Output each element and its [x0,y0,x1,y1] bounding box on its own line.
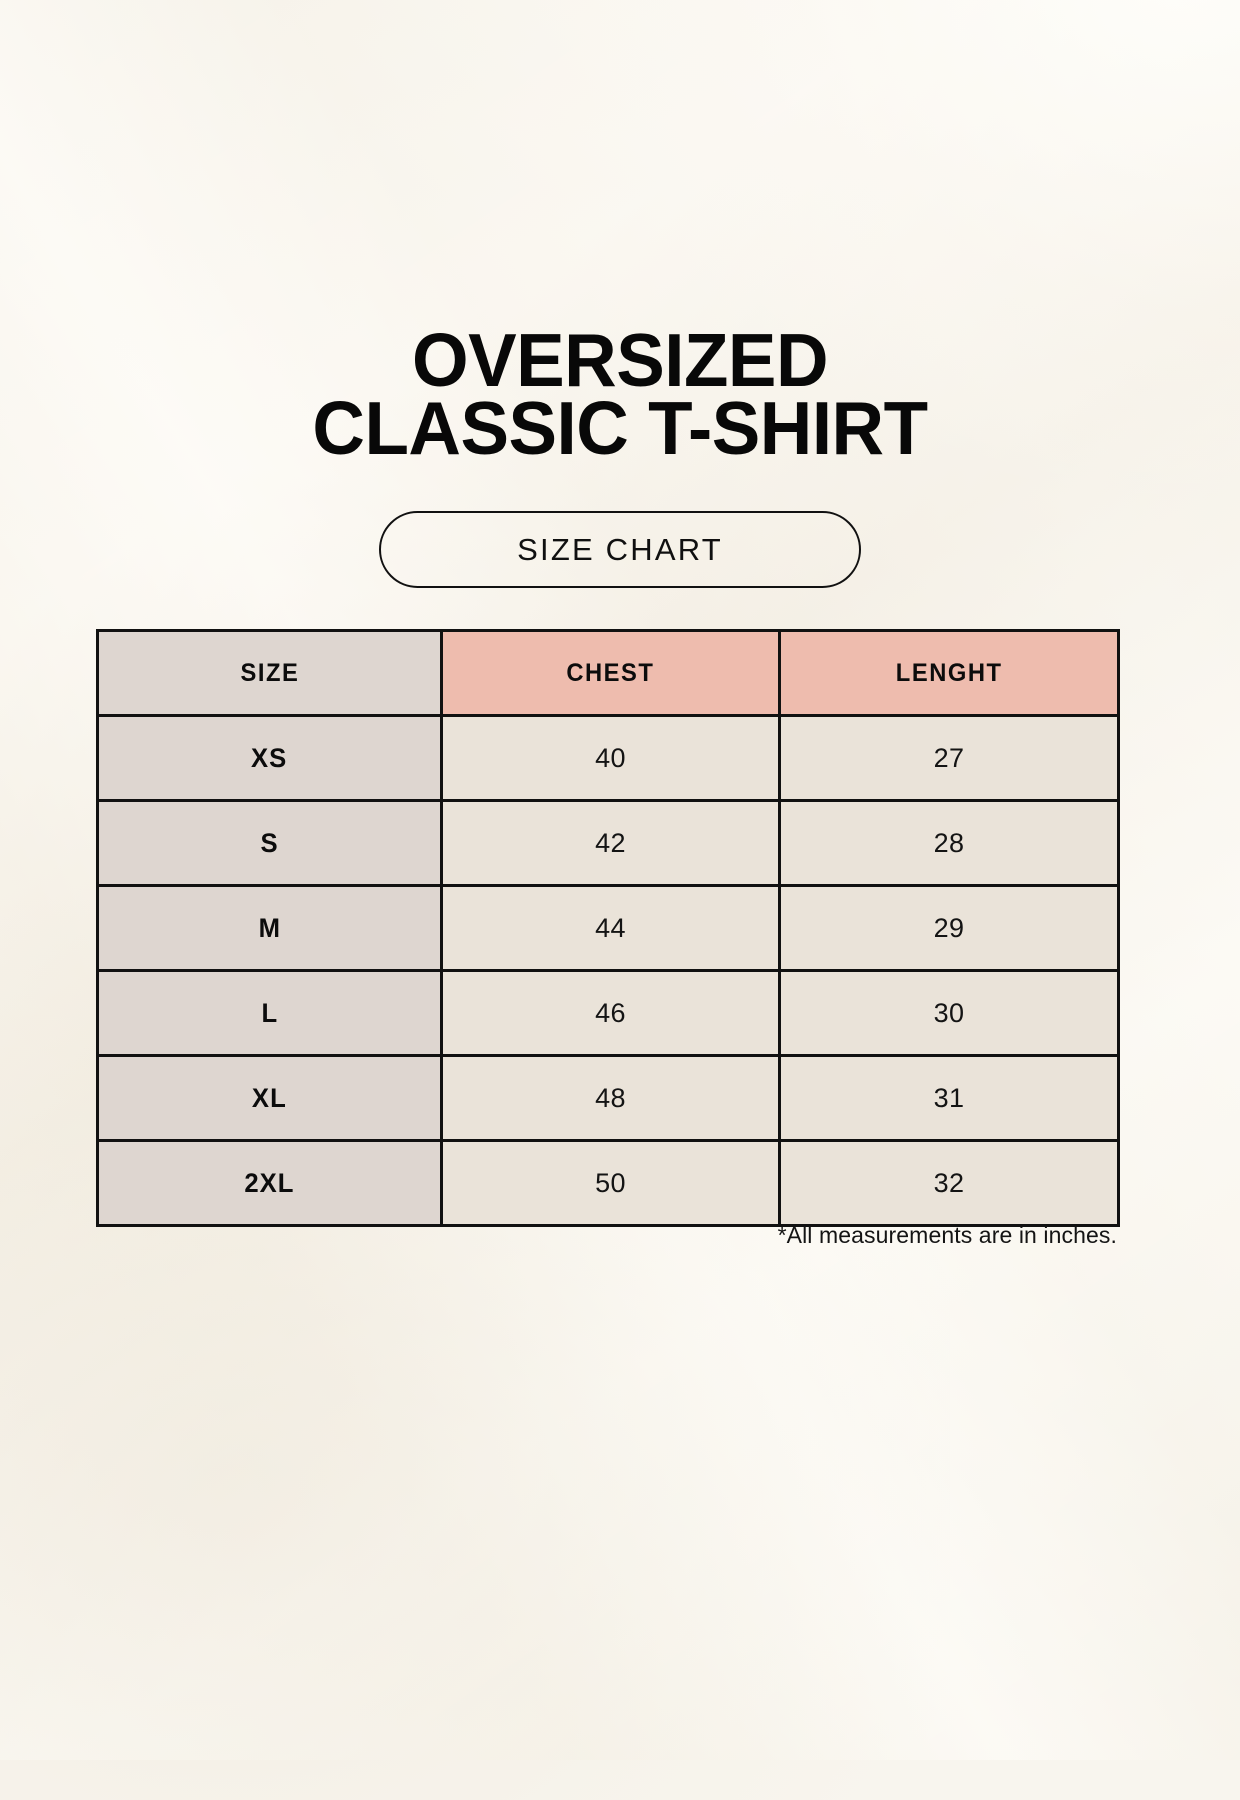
size-chart-badge-label: SIZE CHART [517,531,723,567]
size-label: 2XL [244,1167,295,1198]
size-chart-badge: SIZE CHART [379,511,861,588]
length-value: 27 [933,742,965,773]
table-cell-size: S [96,799,443,887]
page-title-line-2: CLASSIC T-SHIRT [312,386,928,470]
table-cell-chest: 42 [440,799,781,887]
table-cell-size: L [96,969,443,1057]
size-label: L [261,997,278,1028]
chest-value: 40 [595,742,626,773]
size-label: M [258,912,281,943]
table-header-length-label: LENGHT [895,658,1003,687]
size-chart-table-container: SIZE CHEST LENGHT XS 40 [96,629,1120,1227]
table-row: L 46 30 [96,969,1120,1057]
table-cell-chest: 46 [440,969,781,1057]
table-cell-length: 32 [778,1139,1120,1227]
background-corner-highlight [560,0,1240,500]
size-chart-table: SIZE CHEST LENGHT XS 40 [96,629,1120,1227]
size-label: S [260,827,279,858]
page-title-line-1: OVERSIZED [411,318,829,402]
table-cell-size: XS [96,714,443,802]
length-value: 30 [933,997,965,1028]
chest-value: 44 [595,912,626,943]
table-header-size: SIZE [96,629,443,717]
table-cell-length: 27 [778,714,1120,802]
chest-value: 48 [595,1082,626,1113]
table-row: 2XL 50 32 [96,1139,1120,1227]
table-header-size-label: SIZE [240,658,299,687]
size-chart-badge-container: SIZE CHART [0,511,1240,588]
length-value: 28 [933,827,965,858]
size-label: XL [252,1082,287,1113]
table-header-length: LENGHT [778,629,1120,717]
table-header-chest-label: CHEST [566,658,655,687]
table-row: XL 48 31 [96,1054,1120,1142]
table-cell-length: 30 [778,969,1120,1057]
table-header-row: SIZE CHEST LENGHT [96,629,1120,717]
length-value: 32 [933,1167,965,1198]
table-cell-chest: 48 [440,1054,781,1142]
table-cell-chest: 44 [440,884,781,972]
length-value: 31 [933,1082,965,1113]
table-cell-length: 29 [778,884,1120,972]
size-chart-page: OVERSIZED CLASSIC T-SHIRT SIZE CHART SIZ… [0,318,1240,1248]
chest-value: 46 [595,997,626,1028]
chest-value: 42 [595,827,626,858]
length-value: 29 [933,912,965,943]
size-label: XS [251,742,288,773]
page-title: OVERSIZED CLASSIC T-SHIRT [0,318,1240,470]
table-cell-size: M [96,884,443,972]
chest-value: 50 [595,1167,626,1198]
table-header-chest: CHEST [440,629,781,717]
table-row: XS 40 27 [96,714,1120,802]
table-row: S 42 28 [96,799,1120,887]
table-cell-size: 2XL [96,1139,443,1227]
table-cell-length: 28 [778,799,1120,887]
measurement-units-note: *All measurements are in inches. [777,1222,1117,1248]
table-cell-size: XL [96,1054,443,1142]
table-row: M 44 29 [96,884,1120,972]
table-cell-chest: 50 [440,1139,781,1227]
table-cell-chest: 40 [440,714,781,802]
table-cell-length: 31 [778,1054,1120,1142]
